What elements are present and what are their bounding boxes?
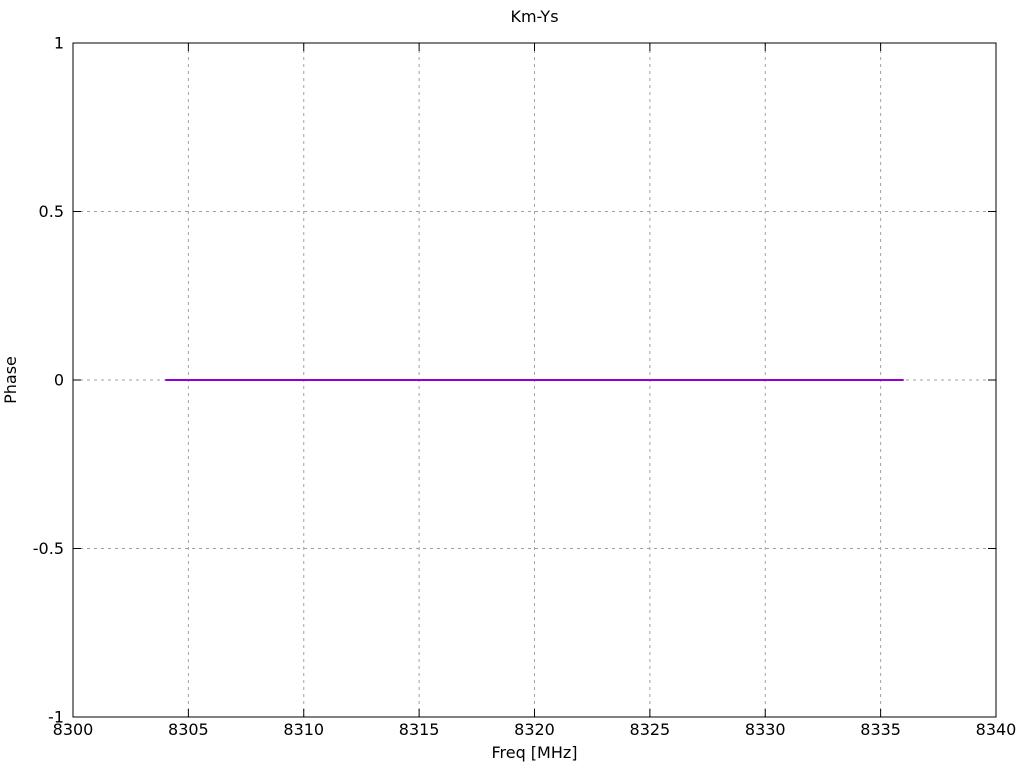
x-tick-label: 8300 <box>53 720 94 739</box>
y-tick-label: 1 <box>54 34 64 53</box>
y-tick-label: -1 <box>48 708 64 727</box>
x-tick-label: 8325 <box>630 720 671 739</box>
chart-title: Km-Ys <box>510 7 559 26</box>
y-tick-label: -0.5 <box>33 539 64 558</box>
x-tick-label: 8320 <box>514 720 555 739</box>
x-tick-label: 8330 <box>745 720 786 739</box>
y-tick-label: 0.5 <box>39 202 64 221</box>
x-tick-label: 8340 <box>976 720 1017 739</box>
x-tick-label: 8315 <box>399 720 440 739</box>
y-tick-label: 0 <box>54 371 64 390</box>
x-tick-label: 8305 <box>168 720 209 739</box>
x-tick-label: 8335 <box>860 720 901 739</box>
x-axis-label: Freq [MHz] <box>491 743 578 762</box>
x-tick-label: 8310 <box>283 720 324 739</box>
